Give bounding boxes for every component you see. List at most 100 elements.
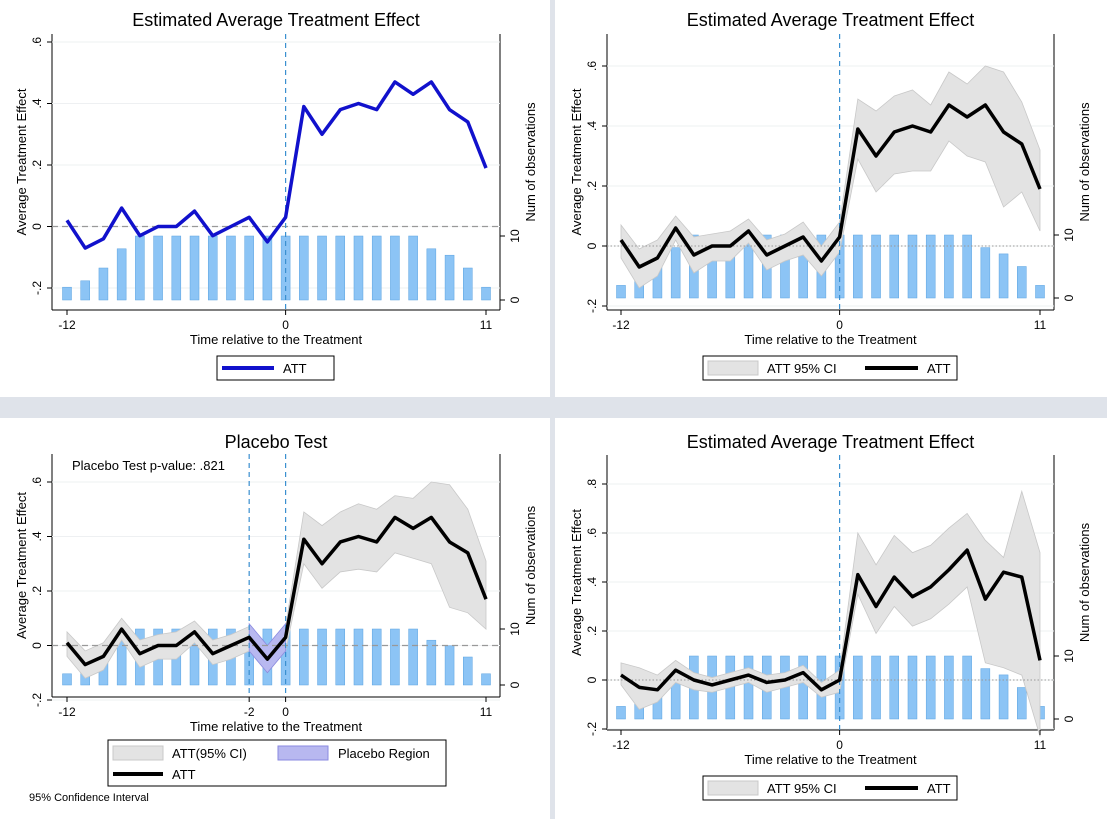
y-tick-label: .4: [30, 531, 44, 541]
y-tick-label: -.2: [30, 281, 44, 295]
y2-tick-label: 0: [1062, 715, 1076, 722]
y2-tick-label: 0: [508, 681, 522, 688]
chart-svg-4: Estimated Average Treatment Effect -.2 0 .2…: [569, 432, 1092, 801]
legend-att-label: ATT: [927, 361, 951, 376]
chart-title: Estimated Average Treatment Effect: [132, 10, 420, 30]
chart-title: Estimated Average Treatment Effect: [687, 10, 975, 30]
x-axis-label: Time relative to the Treatment: [744, 332, 917, 347]
obs-bar: [907, 655, 918, 720]
obs-bar: [317, 235, 327, 301]
y2-tick-label: 10: [508, 229, 522, 243]
x-axis-label: Time relative to the Treatment: [190, 332, 363, 347]
obs-bar: [189, 235, 200, 301]
obs-bar: [153, 235, 163, 301]
obs-bar: [444, 645, 455, 686]
y-tick-label: -.2: [585, 299, 599, 313]
x-tick-label: 0: [836, 738, 843, 752]
legend-ci-swatch: [707, 360, 759, 376]
obs-bar: [62, 286, 72, 301]
obs-bar: [353, 628, 364, 686]
legend-placebo-swatch: [277, 745, 329, 761]
obs-bar: [670, 247, 681, 299]
obs-bar: [116, 639, 127, 686]
x-tick-label: 11: [480, 705, 493, 719]
obs-bar: [299, 235, 309, 301]
obs-bar: [171, 235, 182, 301]
chart-panel-1: Estimated Average Treatment Effect -.2 0 .2…: [0, 0, 550, 397]
y-tick-label: -.2: [30, 693, 44, 707]
y-tick-label: .6: [585, 528, 599, 538]
y-axis-label: Average Treatment Effect: [569, 509, 584, 656]
chart-svg-3: Placebo Test -.2 0 .2 .4 .6 0 10 -12 -2 0 11 Time re…: [14, 432, 538, 804]
obs-bar: [616, 285, 626, 299]
y-tick-label: .6: [585, 61, 599, 71]
placebo-p-value-note: Placebo Test p-value: .821: [72, 458, 225, 473]
x-tick-label: -12: [612, 318, 630, 332]
obs-bar: [62, 673, 72, 686]
x-tick-label: 0: [282, 318, 289, 332]
obs-bar: [299, 628, 309, 686]
obs-bar: [962, 655, 972, 720]
x-tick-label: 0: [282, 705, 289, 719]
legend-ci-label: ATT 95% CI: [767, 361, 837, 376]
obs-bar: [226, 235, 236, 301]
obs-bar: [262, 235, 273, 301]
obs-bar: [371, 235, 382, 301]
y-tick-label: 0: [585, 242, 599, 249]
y-tick-label: .4: [30, 98, 44, 108]
y2-tick-label: 10: [1062, 228, 1076, 242]
obs-bar: [798, 655, 808, 720]
obs-bar: [925, 655, 936, 720]
x-tick-label: 11: [1034, 738, 1047, 752]
obs-bar: [998, 674, 1009, 720]
ci-band: [66, 481, 487, 679]
y-axis-label: Average Treatment Effect: [14, 88, 29, 235]
chart-panel-3: Placebo Test -.2 0 .2 .4 .6 0 10 -12 -2 0 11 Time re…: [0, 418, 550, 819]
obs-bar: [390, 235, 400, 301]
obs-bar: [426, 639, 437, 686]
obs-bar: [944, 234, 954, 299]
obs-bar: [408, 628, 418, 686]
obs-bar: [998, 253, 1009, 299]
legend-att-label: ATT: [172, 767, 196, 782]
x-tick-label: -2: [244, 705, 255, 719]
y-tick-label: 0: [30, 223, 44, 230]
y-axis-label: Average Treatment Effect: [569, 88, 584, 235]
chart-svg-2: Estimated Average Treatment Effect -.2 0 .2…: [569, 10, 1092, 381]
att-line: [620, 548, 1042, 692]
obs-bar: [353, 235, 364, 301]
att-line: [65, 80, 488, 250]
obs-bar: [444, 254, 455, 301]
obs-bar: [481, 673, 491, 686]
x-tick-label: 11: [1034, 318, 1047, 332]
x-tick-label: -12: [58, 705, 76, 719]
obs-bar: [853, 655, 863, 720]
y-tick-label: .4: [585, 577, 599, 587]
y-tick-label: -.2: [585, 722, 599, 736]
obs-bar: [944, 655, 954, 720]
obs-bar: [871, 234, 881, 299]
y-tick-label: .2: [585, 181, 599, 191]
obs-bar: [80, 280, 90, 301]
obs-bar: [871, 655, 881, 720]
ci-band: [620, 65, 1041, 289]
obs-bar: [980, 247, 991, 299]
y-tick-label: .8: [585, 479, 599, 489]
obs-bar: [463, 267, 473, 301]
obs-bar: [1017, 687, 1027, 720]
y-axis-label: Average Treatment Effect: [14, 492, 29, 639]
obs-bar: [481, 286, 491, 301]
chart-title: Placebo Test: [225, 432, 328, 452]
obs-bar: [962, 234, 972, 299]
x-tick-label: -12: [612, 738, 630, 752]
legend-ci-label: ATT(95% CI): [172, 746, 247, 761]
legend-ci-swatch: [112, 745, 164, 761]
chart-panel-4: Estimated Average Treatment Effect -.2 0 .2…: [555, 418, 1107, 819]
y2-axis-label: Num of observations: [1077, 522, 1092, 642]
obs-bar: [1035, 285, 1045, 299]
obs-bar: [463, 656, 473, 686]
obs-bar: [889, 234, 900, 299]
y2-tick-label: 10: [1062, 649, 1076, 663]
obs-bar: [116, 248, 127, 301]
legend-att-label: ATT: [283, 361, 307, 376]
